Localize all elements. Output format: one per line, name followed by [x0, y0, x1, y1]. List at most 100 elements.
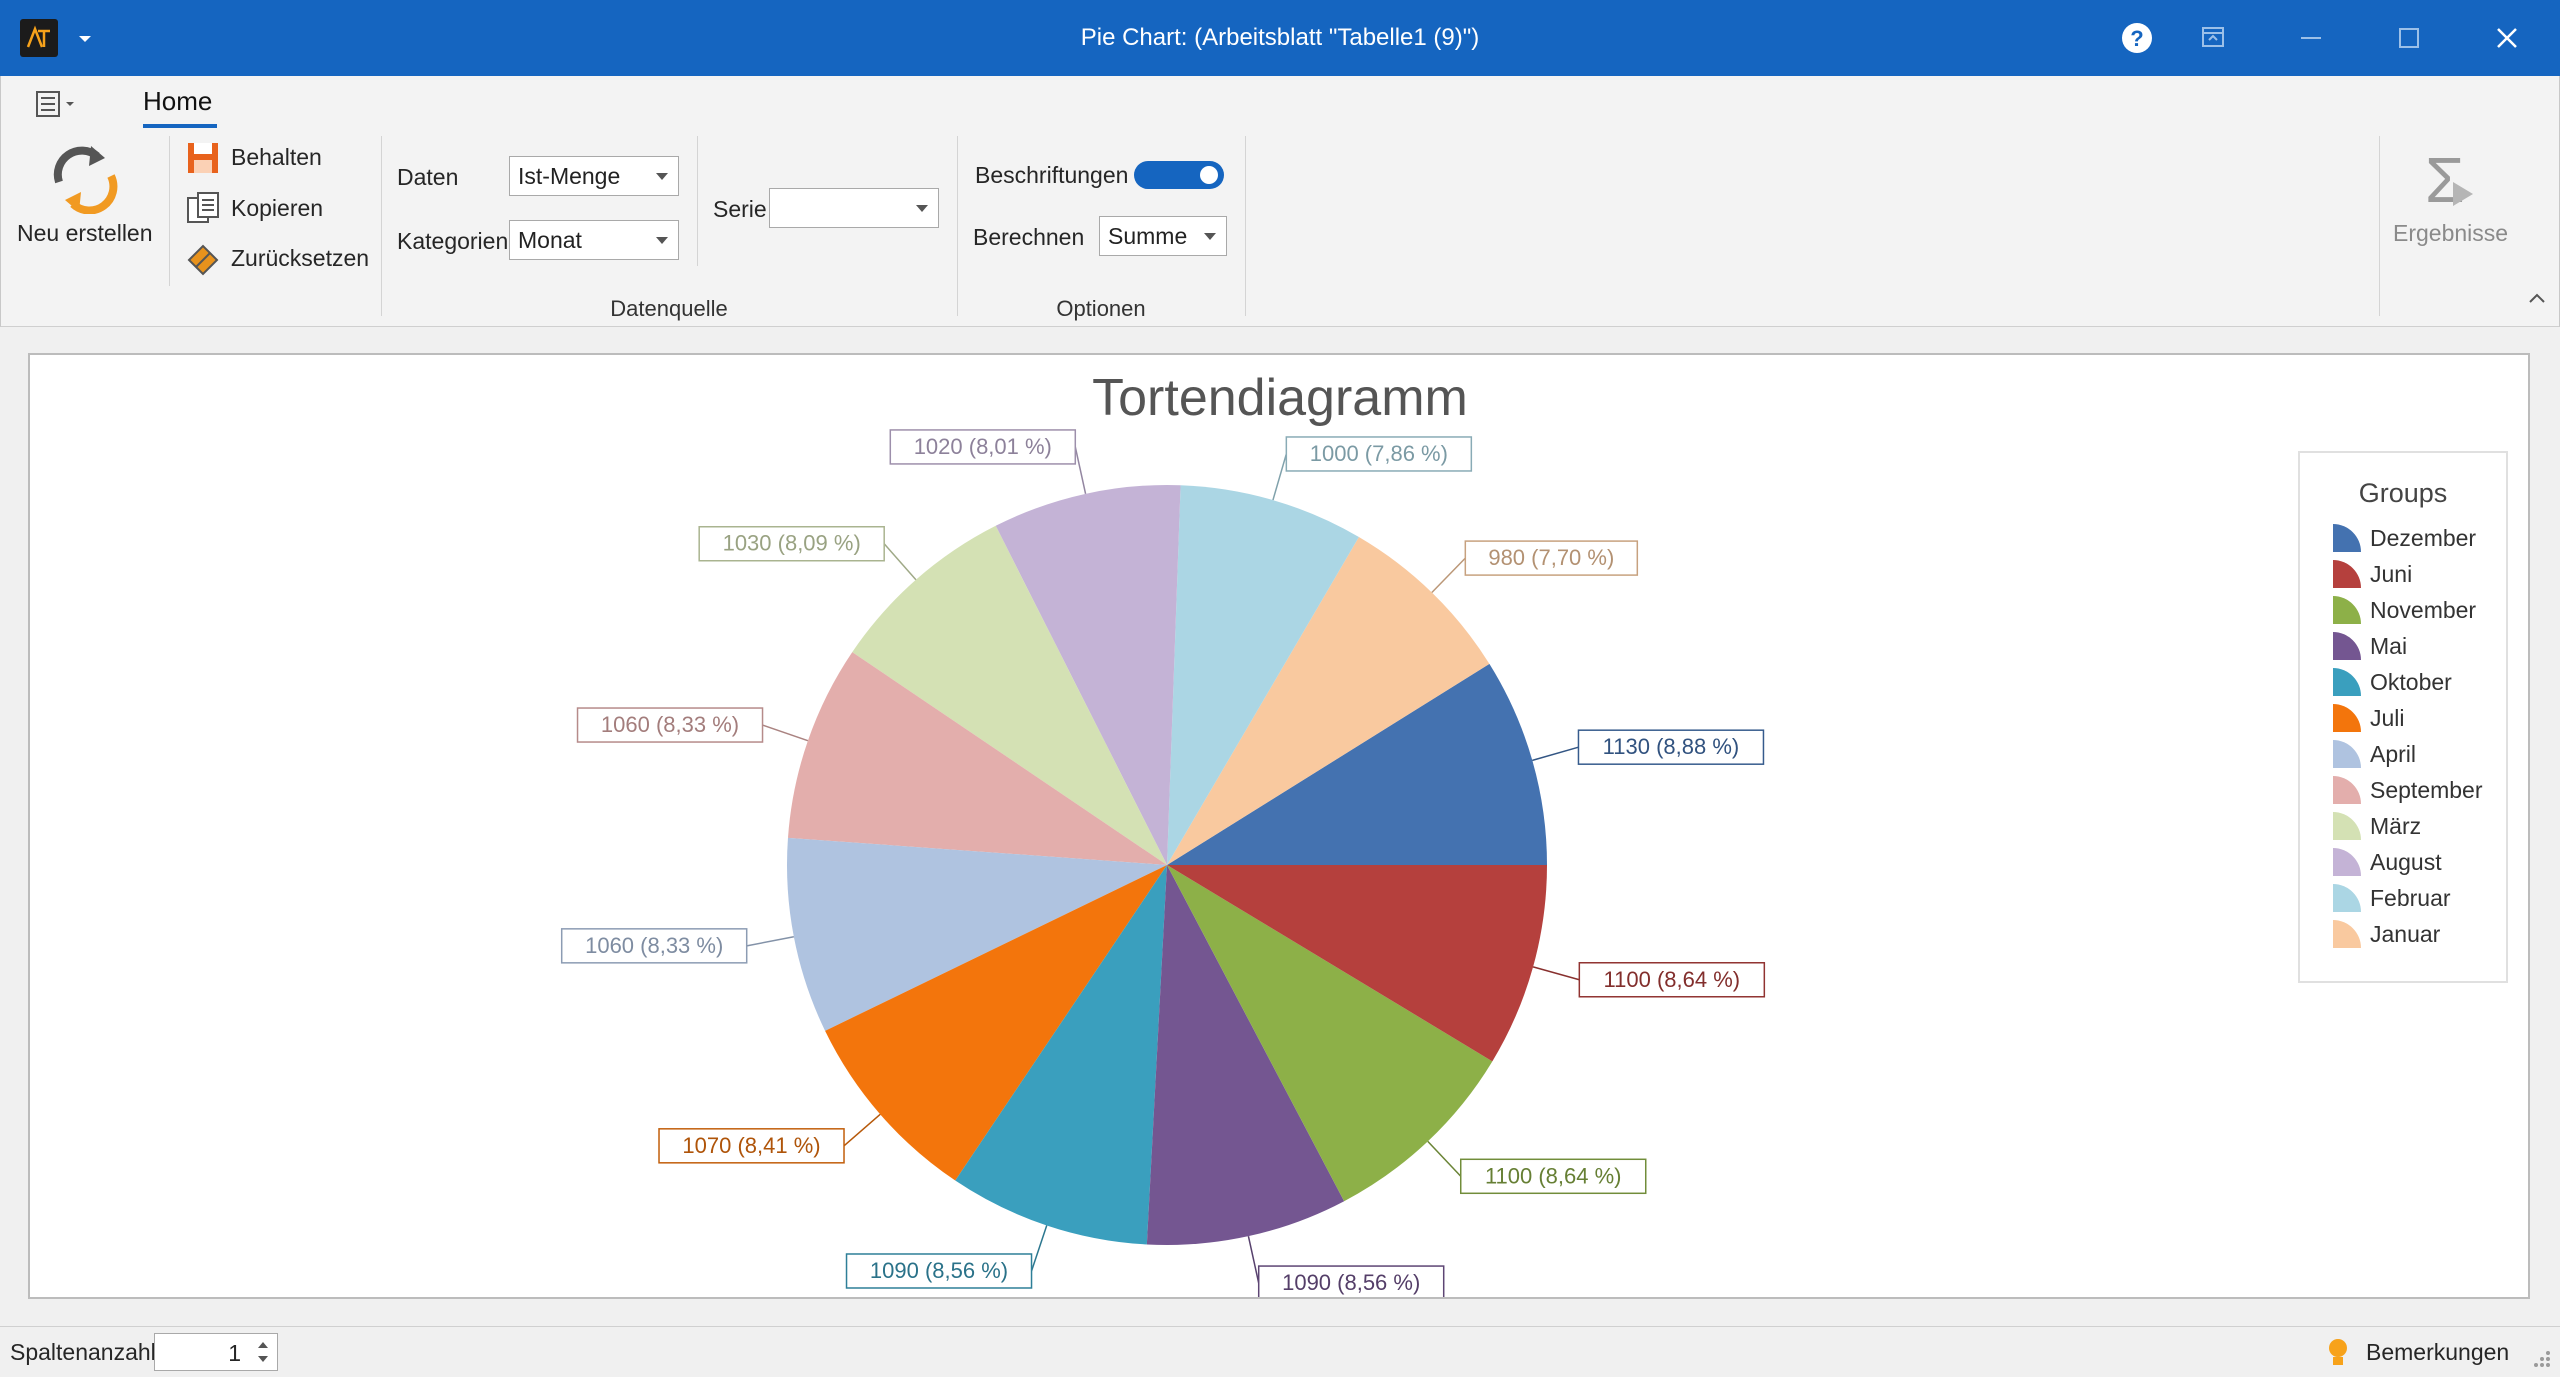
chevron-down-icon [916, 205, 928, 212]
chevron-down-icon [656, 173, 668, 180]
minimize-button[interactable] [2263, 0, 2359, 76]
data-label: 1130 (8,88 %) [1603, 734, 1740, 759]
label-connector [1247, 1236, 1260, 1284]
window-title: Pie Chart: (Arbeitsblatt "Tabelle1 (9)") [1080, 24, 1480, 51]
columns-label: Spaltenanzahl [10, 1339, 156, 1365]
legend-item-mai[interactable]: Mai [2370, 633, 2407, 659]
data-label-box [658, 1128, 845, 1164]
copy-icon [185, 190, 221, 226]
data-label-box [889, 429, 1077, 465]
chevron-down-icon [1204, 233, 1216, 240]
lightbulb-icon [2324, 1335, 2352, 1371]
close-button[interactable] [2459, 0, 2555, 76]
data-select[interactable]: Ist-Menge [509, 156, 679, 196]
data-label-box [1577, 729, 1765, 765]
title-bar: Pie Chart: (Arbeitsblatt "Tabelle1 (9)")… [0, 0, 2560, 76]
legend-item-april[interactable]: April [2370, 741, 2416, 767]
pie-slice-mai[interactable] [1146, 865, 1345, 1245]
data-label: 1090 (8,56 %) [870, 1258, 1008, 1283]
legend-swatch-november [2333, 596, 2361, 624]
label-connector [746, 936, 794, 947]
data-label: 1100 (8,64 %) [1604, 967, 1741, 992]
pie-slice-maerz[interactable] [852, 525, 1167, 865]
label-connector [1074, 446, 1087, 494]
pie-slice-august[interactable] [995, 485, 1181, 865]
tab-home[interactable]: Home [143, 86, 213, 116]
label-connector [1272, 453, 1288, 501]
legend-item-juli[interactable]: Juli [2370, 705, 2405, 731]
status-bar: Spaltenanzahl 1 Bemerkungen [0, 1326, 2560, 1377]
data-label: 1060 (8,33 %) [585, 933, 723, 958]
data-select-value: Ist-Menge [518, 163, 621, 189]
pie-slice-juli[interactable] [825, 865, 1167, 1181]
data-label-box [560, 928, 748, 964]
pie-slice-januar[interactable] [1167, 537, 1490, 865]
app-menu-icon[interactable] [33, 88, 81, 120]
label-connector [762, 724, 809, 742]
legend-swatch-september [2333, 776, 2361, 804]
legend-item-august[interactable]: August [2370, 849, 2442, 875]
label-connector [843, 1113, 881, 1147]
svg-text:Σ: Σ [2425, 144, 2465, 216]
data-label: 1060 (8,33 %) [601, 712, 739, 737]
legend-item-oktober[interactable]: Oktober [2370, 669, 2452, 695]
series-select[interactable] [769, 188, 939, 228]
keep-button[interactable]: Behalten [231, 144, 322, 170]
columns-spinner[interactable]: 1 [154, 1333, 278, 1371]
copy-button[interactable]: Kopieren [231, 195, 324, 221]
separator [2379, 136, 2380, 316]
data-label-box [1257, 1265, 1445, 1301]
legend-item-dezember[interactable]: Dezember [2370, 525, 2476, 551]
data-label-box [1285, 436, 1473, 472]
legend-swatch-dezember [2333, 524, 2361, 552]
remarks-button[interactable]: Bemerkungen [2366, 1339, 2510, 1365]
separator [697, 136, 698, 266]
pie-slice-juni[interactable] [1167, 865, 1547, 1062]
label-connector [883, 543, 917, 581]
maximize-button[interactable] [2361, 0, 2457, 76]
calc-select[interactable]: Summe [1099, 216, 1227, 256]
help-button[interactable]: ? [2089, 0, 2185, 76]
pie-chart[interactable]: Tortendiagramm 1130 (8,88 %) 980 (7,70 %)… [30, 355, 2528, 1301]
pie-slice-april[interactable] [787, 837, 1167, 1031]
legend-item-februar[interactable]: Februar [2370, 885, 2451, 911]
chart-legend: Groups Dezember Juni November Mai Oktober Jul… [2298, 451, 2508, 983]
pie-slice-september[interactable] [787, 652, 1167, 865]
pie-slice-november[interactable] [1167, 865, 1493, 1202]
legend-swatch-maerz [2333, 812, 2361, 840]
datasource-group-label: Datenquelle [610, 296, 728, 321]
categories-select[interactable]: Monat [509, 220, 679, 260]
reset-button[interactable]: Zurücksetzen [231, 245, 370, 271]
collapse-ribbon-icon[interactable] [2525, 288, 2549, 308]
legend-item-juni[interactable]: Juni [2370, 561, 2412, 587]
legend-swatch-januar [2333, 920, 2361, 948]
app-logo-icon[interactable] [20, 19, 58, 57]
legend-item-maerz[interactable]: März [2370, 813, 2421, 839]
legend-item-september[interactable]: September [2370, 777, 2483, 803]
legend-item-januar[interactable]: Januar [2370, 921, 2441, 947]
pie-slice-dezember[interactable] [1167, 663, 1547, 865]
label-connector [1427, 1140, 1462, 1177]
pie-slice-februar[interactable] [1167, 485, 1359, 865]
label-connector [1532, 966, 1580, 981]
ribbon: Home Neu erstellen Behalten Kopieren Zur… [0, 76, 2560, 327]
calc-label: Berechnen [973, 224, 1085, 250]
results-button[interactable]: Ergebnisse [2393, 220, 2509, 246]
pie-slice-oktober[interactable] [955, 865, 1167, 1245]
refresh-icon[interactable] [45, 142, 123, 215]
resize-grip-icon[interactable] [2528, 1345, 2552, 1369]
labels-toggle[interactable] [1133, 160, 1225, 190]
data-label: 1020 (8,01 %) [914, 434, 1052, 459]
legend-swatch-mai [2333, 632, 2361, 660]
data-label-box [698, 525, 885, 562]
spinner-arrows-icon[interactable] [253, 1336, 273, 1368]
new-create-button[interactable]: Neu erstellen [17, 220, 153, 246]
columns-value: 1 [228, 1340, 241, 1366]
quick-access-dropdown-icon[interactable] [74, 28, 96, 48]
label-connector [1431, 557, 1466, 594]
label-connector [1030, 1225, 1048, 1272]
restore-layout-button[interactable] [2165, 0, 2261, 76]
calc-select-value: Summe [1108, 223, 1188, 249]
separator [381, 136, 382, 316]
legend-item-november[interactable]: November [2370, 597, 2476, 623]
